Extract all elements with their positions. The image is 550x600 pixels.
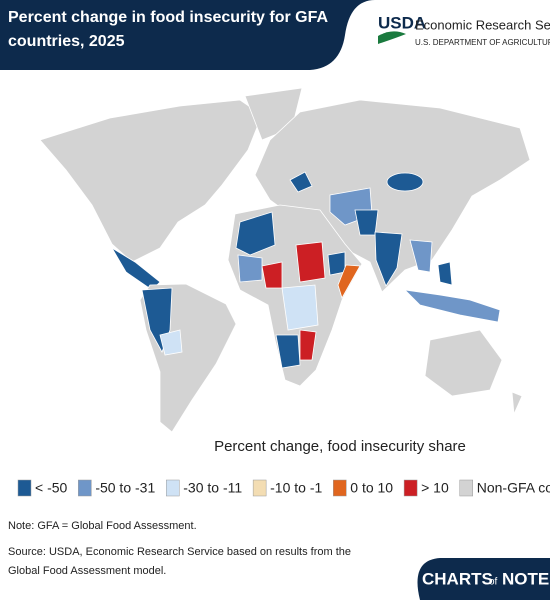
nigeria — [261, 261, 283, 289]
brand-of: of — [489, 577, 498, 588]
philippines — [437, 261, 453, 286]
brand: CHARTS — [422, 569, 493, 588]
legend-swatch — [78, 479, 92, 497]
legend-label: Non-GFA country — [477, 480, 550, 496]
sudan — [295, 241, 326, 283]
dept-name: U.S. DEPARTMENT OF AGRICULTURE — [415, 38, 550, 47]
legend-swatch — [459, 479, 473, 497]
legend-label: -10 to -1 — [270, 480, 322, 496]
india — [374, 231, 403, 287]
north-america — [39, 99, 263, 263]
source: Global Food Assessment model. — [8, 565, 166, 577]
legend-label: -30 to -11 — [183, 480, 242, 496]
usda-logo: USDA — [378, 13, 426, 32]
legend-label: > 10 — [421, 480, 449, 496]
header-band — [0, 0, 550, 70]
new-zealand — [511, 391, 523, 416]
title-line: countries, 2025 — [8, 33, 125, 50]
legend-label: < -50 — [35, 480, 68, 496]
southern-africa — [275, 334, 301, 369]
australia — [424, 329, 503, 397]
legend-swatch — [17, 479, 32, 497]
legend-label: -50 to -31 — [95, 480, 155, 496]
bolivia — [159, 329, 183, 356]
legend-swatch — [252, 479, 267, 497]
brand-note: NOTE — [502, 569, 549, 588]
mongolia — [386, 172, 424, 192]
legend-swatch — [333, 479, 347, 497]
ethiopia — [327, 251, 346, 276]
zambia — [299, 329, 317, 361]
legend: < -50 -50 to -31 -30 to -11 -10 to -1 0 to 1… — [17, 479, 550, 497]
indonesia — [403, 289, 501, 323]
footer-band — [417, 558, 550, 600]
somalia — [337, 264, 361, 300]
caucasus — [289, 171, 313, 193]
title-line: Percent change in food insecurity for GF… — [8, 9, 329, 26]
legend-title: Percent change, food insecurity share — [214, 438, 466, 455]
legend-swatch — [403, 479, 418, 497]
org-name: Economic Research Service — [415, 17, 550, 32]
central-africa — [281, 284, 319, 331]
southeast-asia — [409, 239, 433, 273]
legend-swatch — [166, 479, 180, 497]
world-map — [39, 87, 531, 433]
note: Note: GFA = Global Food Assessment. — [8, 520, 197, 532]
usda-swoosh — [378, 31, 406, 44]
source: Source: USDA, Economic Research Service … — [8, 546, 351, 558]
west-africa — [237, 254, 263, 283]
legend-label: 0 to 10 — [350, 480, 393, 496]
north-africa — [235, 211, 276, 256]
